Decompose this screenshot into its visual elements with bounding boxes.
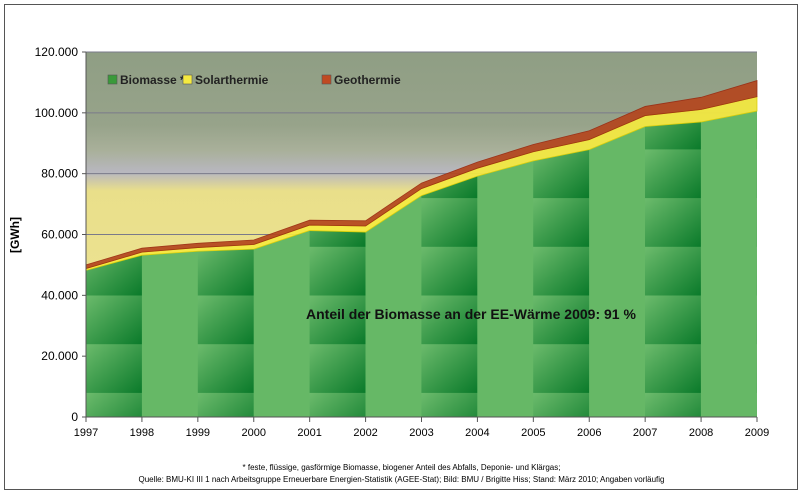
legend: Biomasse * Solarthermie Geothermie <box>107 73 401 87</box>
y-tick-label: 100.000 <box>35 106 79 120</box>
y-tick-label: 80.000 <box>41 167 78 181</box>
x-tick-label: 2008 <box>689 427 713 439</box>
x-tick-label: 1999 <box>186 427 210 439</box>
x-tick-label: 2009 <box>745 427 769 439</box>
legend-swatch <box>107 74 118 85</box>
x-tick-label: 2007 <box>633 427 657 439</box>
legend-label: Solarthermie <box>195 73 269 87</box>
y-tick-label: 40.000 <box>41 288 78 302</box>
x-tick-label: 2005 <box>521 427 545 439</box>
legend-swatch <box>182 74 193 85</box>
area-geothermie <box>85 80 758 270</box>
legend-label: Geothermie <box>334 73 401 87</box>
x-tick-label: 2001 <box>297 427 321 439</box>
y-tick-label: 120.000 <box>35 45 79 59</box>
x-tick-label: 2002 <box>353 427 377 439</box>
footnote: * feste, flüssige, gasförmige Biomasse, … <box>242 463 561 472</box>
y-tick-label: 0 <box>71 410 78 424</box>
y-tick-label: 60.000 <box>41 228 78 242</box>
legend-label: Biomasse * <box>120 73 185 87</box>
x-tick-label: 2000 <box>242 427 266 439</box>
y-axis-label: [GWh] <box>8 217 22 253</box>
x-tick-label: 1998 <box>130 427 154 439</box>
x-tick-label: 1997 <box>74 427 98 439</box>
x-tick-label: 2006 <box>577 427 601 439</box>
x-tick-label: 2004 <box>465 427 489 439</box>
source-note: Quelle: BMU-KI III 1 nach Arbeitsgruppe … <box>138 475 665 484</box>
legend-swatch <box>321 74 332 85</box>
annotation: Anteil der Biomasse an der EE-Wärme 2009… <box>306 306 636 322</box>
area-biomasse <box>86 111 757 417</box>
chart-frame <box>4 4 798 490</box>
y-tick-label: 20.000 <box>41 349 78 363</box>
x-tick-label: 2003 <box>409 427 433 439</box>
